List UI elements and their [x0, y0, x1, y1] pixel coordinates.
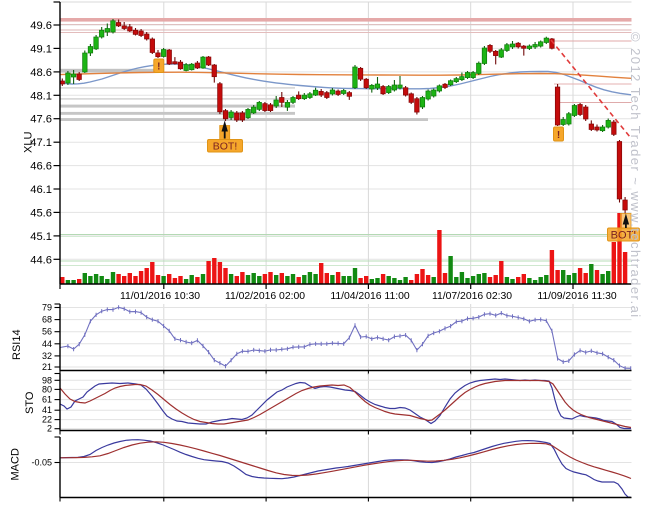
svg-text:45.6: 45.6 — [30, 207, 52, 219]
svg-text:STO: STO — [24, 391, 36, 414]
svg-text:© 2012 Tech Trader ~ www.techt: © 2012 Tech Trader ~ www.techtrader.ai — [628, 32, 643, 319]
svg-text:32: 32 — [42, 351, 52, 361]
svg-text:61: 61 — [42, 395, 52, 405]
svg-text:48.1: 48.1 — [30, 90, 52, 102]
svg-text:56: 56 — [42, 327, 52, 337]
svg-text:79: 79 — [42, 303, 52, 313]
svg-text:11/01/2016 10:30: 11/01/2016 10:30 — [120, 291, 200, 302]
svg-text:68: 68 — [42, 315, 52, 325]
svg-text:47.6: 47.6 — [30, 114, 52, 126]
svg-text:11/07/2016 02:30: 11/07/2016 02:30 — [432, 291, 512, 302]
svg-text:!: ! — [157, 62, 160, 73]
svg-text:44: 44 — [42, 339, 52, 349]
svg-text:RSI14: RSI14 — [11, 329, 23, 360]
svg-text:22: 22 — [42, 415, 52, 425]
svg-text:11/09/2016 11:30: 11/09/2016 11:30 — [537, 291, 617, 302]
svg-text:!: ! — [557, 130, 560, 141]
svg-text:XLU: XLU — [23, 132, 35, 153]
svg-text:11/02/2016 02:00: 11/02/2016 02:00 — [225, 291, 305, 302]
svg-text:45.1: 45.1 — [30, 231, 52, 243]
svg-text:11/04/2016 11:00: 11/04/2016 11:00 — [330, 291, 410, 302]
svg-text:41: 41 — [42, 405, 52, 415]
svg-text:80: 80 — [42, 384, 52, 394]
svg-text:46.6: 46.6 — [30, 161, 52, 173]
svg-text:46.1: 46.1 — [30, 184, 52, 196]
svg-text:98: 98 — [42, 375, 52, 385]
svg-text:49.1: 49.1 — [30, 43, 52, 55]
svg-text:MACD: MACD — [10, 448, 22, 480]
svg-text:44.6: 44.6 — [30, 254, 52, 266]
svg-text:48.6: 48.6 — [30, 67, 52, 79]
svg-text:BOT!: BOT! — [213, 141, 238, 153]
svg-text:BOT!: BOT! — [611, 230, 637, 242]
svg-text:47.1: 47.1 — [30, 137, 52, 149]
svg-text:-0.05: -0.05 — [31, 458, 52, 468]
svg-text:2: 2 — [47, 424, 52, 434]
svg-text:21: 21 — [42, 362, 52, 372]
svg-text:49.6: 49.6 — [30, 20, 52, 32]
